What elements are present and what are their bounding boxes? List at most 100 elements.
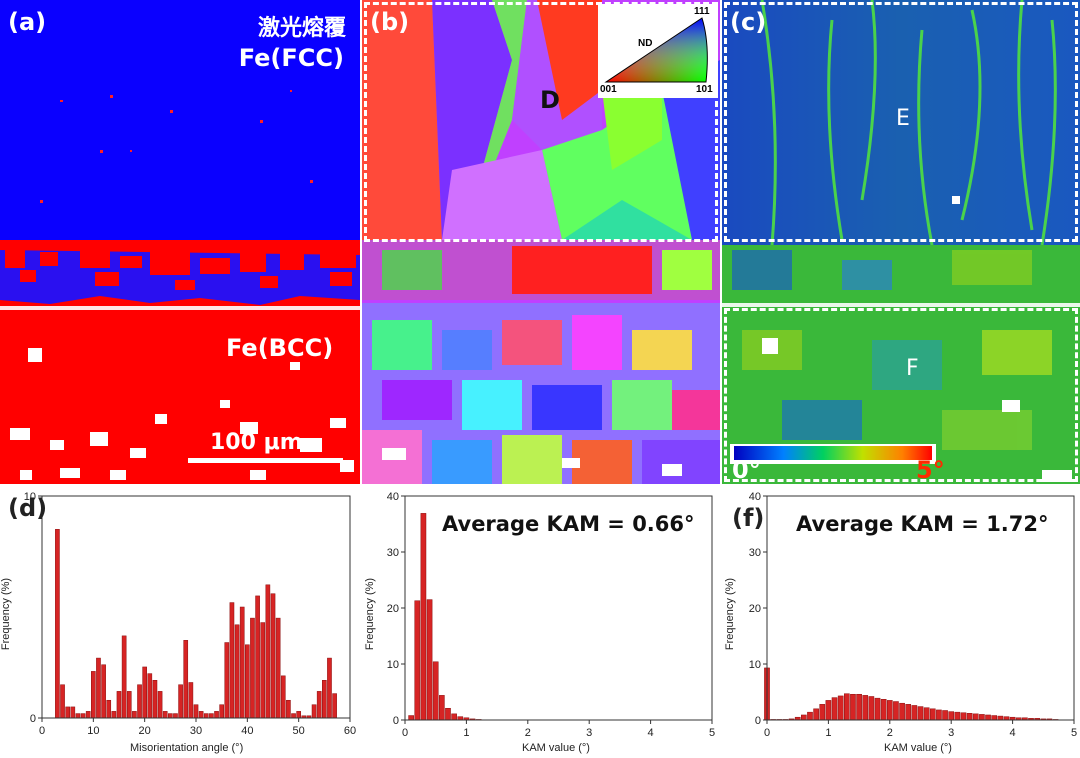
ytick-label-f-10: 10 xyxy=(749,659,761,671)
bar-e-5 xyxy=(439,695,445,721)
ipf-key-111: 111 xyxy=(694,6,710,17)
bar-d-43 xyxy=(275,617,281,719)
bar-d-6 xyxy=(85,711,91,719)
bar-e-6 xyxy=(445,707,451,721)
bar-d-17 xyxy=(142,666,147,719)
bar-d-29 xyxy=(203,713,209,719)
bar-f-26 xyxy=(923,707,930,721)
bar-f-21 xyxy=(893,701,899,721)
bar-f-24 xyxy=(911,705,918,721)
bar-d-36 xyxy=(239,606,245,719)
chart-f: 0 1 2 3 4 5 0 10 20 30 40 (f) Average KAM = 1.72° … xyxy=(720,486,1080,758)
bar-d-5 xyxy=(80,713,86,719)
bar-d-13 xyxy=(121,635,127,719)
ytick-label-e-10: 10 xyxy=(387,659,399,671)
bar-d-28 xyxy=(198,711,204,719)
xtick-label-f-0: 0 xyxy=(764,727,770,739)
panel-a-phase-map: (a) 激光熔覆 Fe(FCC) Fe(BCC) 100 μm xyxy=(0,0,360,484)
ytick-label-e-0: 0 xyxy=(393,715,399,727)
bar-f-35 xyxy=(979,714,985,721)
phase-map-image xyxy=(0,0,360,484)
bar-f-11 xyxy=(831,697,838,721)
xtick-label-e-1: 1 xyxy=(463,727,469,739)
bar-d-4 xyxy=(75,713,81,719)
ytick-label-e-20: 20 xyxy=(387,603,399,615)
xtick-label-d-60: 60 xyxy=(344,725,356,737)
ytick-label-f-0: 0 xyxy=(755,715,761,727)
chart-f-xlabel: KAM value (°) xyxy=(884,742,952,754)
ytick-label-d-10: 10 xyxy=(24,491,36,503)
bar-d-44 xyxy=(280,675,286,719)
bar-d-21 xyxy=(162,711,168,719)
bar-d-19 xyxy=(152,680,158,719)
bar-f-20 xyxy=(886,700,893,721)
bar-d-7 xyxy=(91,671,96,719)
bar-d-22 xyxy=(168,713,173,719)
bar-d-32 xyxy=(219,704,224,719)
bar-e-3 xyxy=(426,599,433,721)
bar-f-28 xyxy=(936,709,942,721)
bar-f-10 xyxy=(825,700,832,721)
kam-colorbar xyxy=(734,446,932,460)
xtick-label-d-40: 40 xyxy=(241,725,253,737)
bar-e-7 xyxy=(451,713,457,721)
chart-f-label: (f) xyxy=(732,504,765,532)
xtick-label-d-10: 10 xyxy=(87,725,99,737)
chart-f-annotation: Average KAM = 1.72° xyxy=(796,512,1049,536)
chart-e-svg: 0 1 2 3 4 5 0 10 20 30 40 xyxy=(387,491,715,739)
bar-d-46 xyxy=(291,713,296,719)
bar-d-8 xyxy=(96,657,101,719)
bar-f-9 xyxy=(819,704,826,721)
scale-bar-label: 100 μm xyxy=(210,430,303,455)
ytick-label-d-0: 0 xyxy=(30,713,36,725)
bcc-phase-label: Fe(BCC) xyxy=(226,334,334,362)
bar-f-18 xyxy=(874,697,881,721)
bar-f-6 xyxy=(801,714,807,721)
ipf-key-001: 001 xyxy=(600,84,617,95)
bar-d-24 xyxy=(178,684,183,719)
laser-cladding-label: 激光熔覆 xyxy=(257,16,346,41)
bar-d-50 xyxy=(311,704,317,719)
panel-b-ipf-map: (b) D ND 001 101 111 xyxy=(362,0,720,484)
chart-d-label: (d) xyxy=(8,494,48,522)
ipf-key-title: ND xyxy=(638,38,653,49)
chart-e-annotation: Average KAM = 0.66° xyxy=(442,512,695,536)
bar-d-20 xyxy=(157,691,163,719)
bar-d-45 xyxy=(286,699,291,719)
fcc-phase-label: Fe(FCC) xyxy=(238,44,344,72)
bar-f-14 xyxy=(850,693,856,721)
region-f-marker: F xyxy=(906,356,919,381)
bar-d-34 xyxy=(229,602,235,719)
bar-f-38 xyxy=(997,715,1004,721)
bar-f-27 xyxy=(929,708,936,721)
panel-b-label: (b) xyxy=(370,8,410,36)
bar-d-1 xyxy=(60,684,65,719)
xtick-label-f-4: 4 xyxy=(1010,727,1016,739)
xtick-label-e-0: 0 xyxy=(402,727,408,739)
region-d-marker: D xyxy=(540,86,560,114)
bar-e-2 xyxy=(420,513,427,721)
bar-f-34 xyxy=(972,713,979,721)
chart-d-svg: 0 10 20 30 40 50 60 0 10 xyxy=(24,491,356,737)
bar-d-14 xyxy=(126,691,132,719)
bar-f-25 xyxy=(917,706,924,721)
xtick-label-f-5: 5 xyxy=(1071,727,1077,739)
xtick-label-f-3: 3 xyxy=(948,727,954,739)
bar-d-16 xyxy=(137,684,142,719)
bar-d-54 xyxy=(332,693,337,719)
xtick-label-e-3: 3 xyxy=(586,727,592,739)
xtick-label-d-20: 20 xyxy=(139,725,151,737)
bar-f-12 xyxy=(837,695,844,721)
bar-f-29 xyxy=(942,710,948,721)
bar-f-23 xyxy=(905,704,912,721)
bar-d-11 xyxy=(111,711,117,719)
bar-d-26 xyxy=(188,682,194,719)
ytick-label-e-40: 40 xyxy=(387,491,399,503)
bar-f-30 xyxy=(948,711,955,721)
bar-d-40 xyxy=(260,622,266,719)
bar-d-42 xyxy=(270,593,276,719)
ipf-key-101: 101 xyxy=(696,84,713,95)
chart-d-xlabel: Misorientation angle (°) xyxy=(130,742,244,754)
panel-c-label: (c) xyxy=(730,8,767,36)
bar-d-15 xyxy=(132,711,137,719)
